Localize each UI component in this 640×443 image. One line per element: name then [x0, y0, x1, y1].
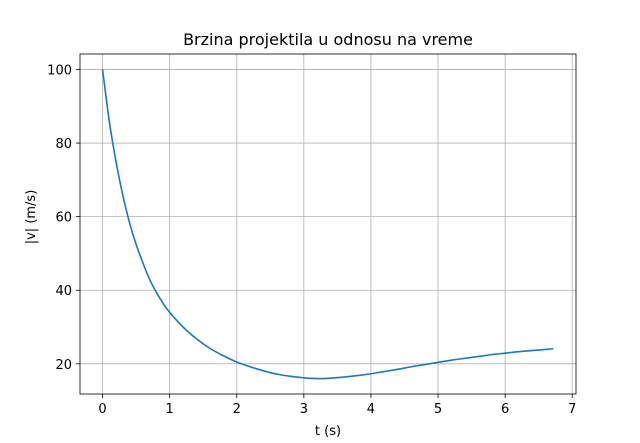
x-tick-label: 1 — [166, 402, 174, 417]
x-axis: 0 1 2 3 4 5 6 7 — [98, 394, 576, 417]
chart-title: Brzina projektila u odnosu na vreme — [183, 30, 473, 49]
y-tick-label: 100 — [47, 63, 72, 78]
x-tick-label: 3 — [300, 402, 308, 417]
y-tick-label: 20 — [55, 358, 72, 373]
x-axis-label: t (s) — [315, 424, 341, 439]
y-tick-label: 80 — [55, 137, 72, 152]
x-tick-label: 2 — [233, 402, 241, 417]
x-tick-label: 0 — [98, 402, 106, 417]
x-tick-label: 6 — [501, 402, 509, 417]
y-axis-label: |v| (m/s) — [24, 190, 39, 245]
y-tick-label: 60 — [55, 211, 72, 226]
x-tick-label: 7 — [568, 402, 576, 417]
x-tick-label: 5 — [434, 402, 442, 417]
y-axis: 20 40 60 80 100 — [47, 63, 80, 373]
x-tick-label: 4 — [367, 402, 375, 417]
plot-frame — [79, 53, 577, 395]
velocity-line — [101, 69, 554, 380]
grid-lines — [80, 54, 576, 394]
y-tick-label: 40 — [55, 284, 72, 299]
